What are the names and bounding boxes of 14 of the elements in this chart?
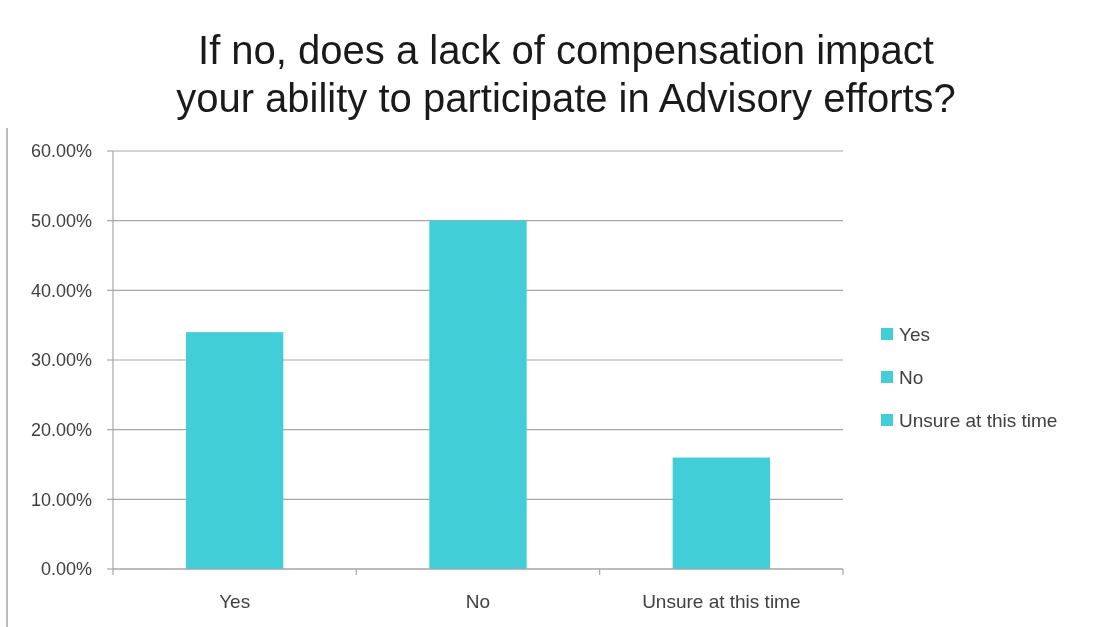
legend-label: Unsure at this time bbox=[899, 409, 1058, 431]
y-tick-label: 30.00% bbox=[30, 350, 92, 371]
legend-label: Yes bbox=[899, 323, 930, 345]
y-tick-label: 50.00% bbox=[30, 210, 92, 231]
y-tick-label: 10.00% bbox=[30, 489, 92, 510]
x-tick-label: No bbox=[465, 590, 491, 612]
y-tick-label: 20.00% bbox=[30, 419, 92, 440]
y-tick-label: 40.00% bbox=[30, 280, 92, 301]
x-tick-label: Unsure at this time bbox=[642, 590, 801, 612]
y-tick-label: 0.00% bbox=[40, 559, 92, 580]
y-tick-label: 60.00% bbox=[30, 141, 92, 162]
legend-label: No bbox=[899, 366, 924, 388]
chart-title: If no, does a lack of compensation impact your ability to participate in Advisory efforts? bbox=[176, 28, 956, 120]
x-tick-label: Yes bbox=[219, 590, 251, 612]
